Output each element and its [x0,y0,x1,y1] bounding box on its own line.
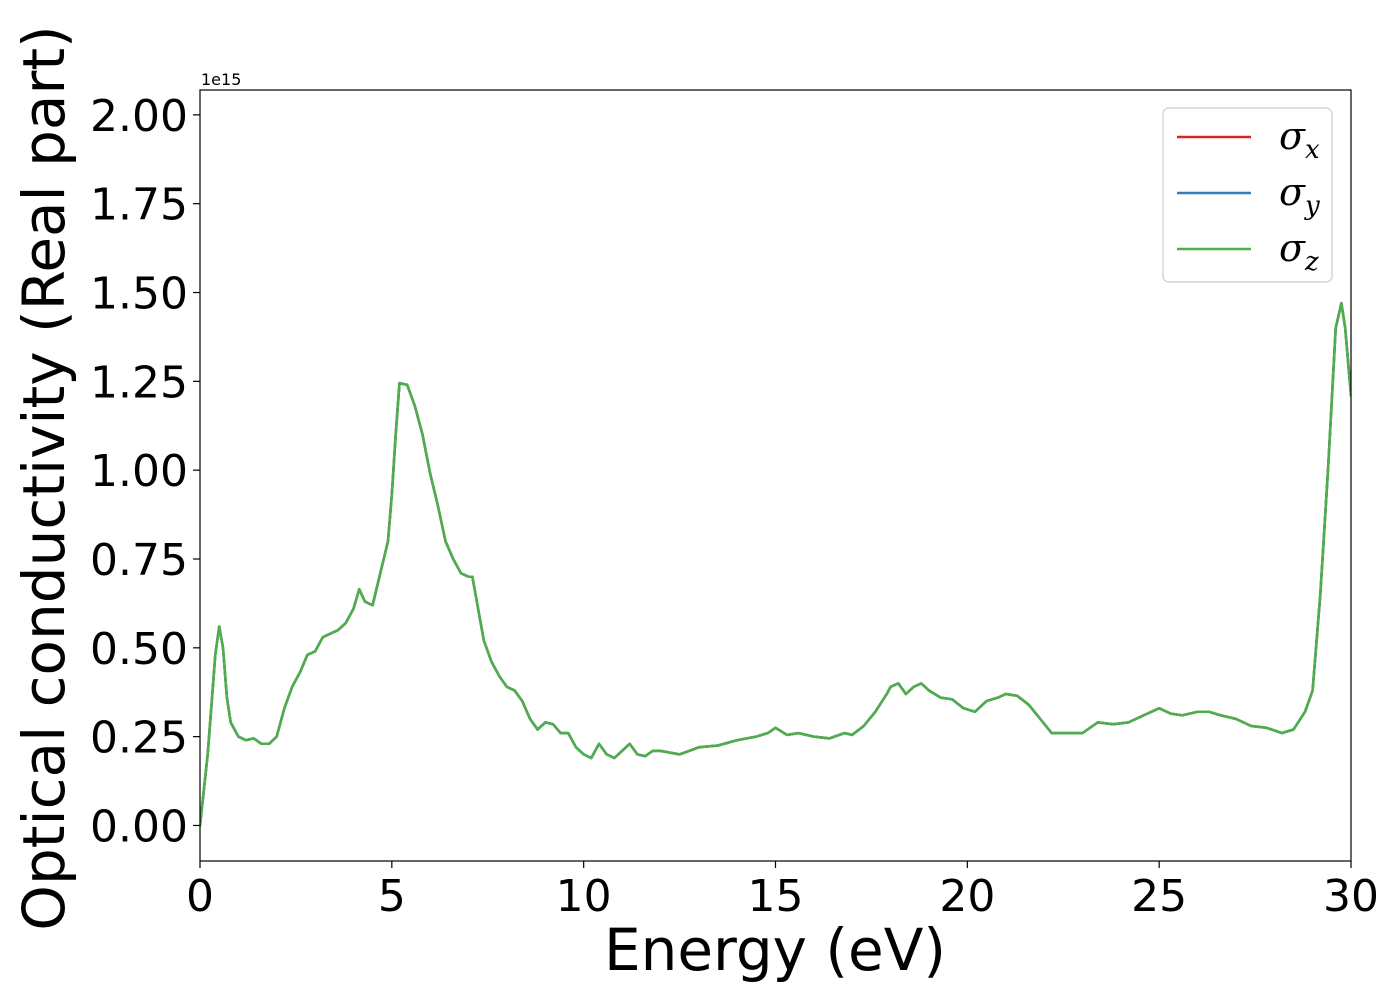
y-tick-label: 1.50 [90,269,188,320]
y-axis: 0.00 0.25 0.50 0.75 1.00 1.25 1.50 1.75 2.00 [90,91,200,852]
legend-box [1162,107,1333,283]
x-tick-label: 30 [1323,871,1379,922]
x-tick-label: 20 [939,871,995,922]
y-tick-label: 1.75 [90,180,188,231]
y-tick-label: 0.50 [90,624,188,675]
legend-label-y: σy [1279,170,1320,221]
y-offset-label: 1e15 [201,70,241,89]
legend-label-z: σz [1279,226,1319,277]
x-tick-label: 25 [1131,871,1187,922]
series-group [200,301,1351,827]
legend-label-x: σx [1279,114,1320,165]
series-line-z [200,301,1351,827]
y-tick-label: 0.00 [90,801,188,852]
x-tick-label: 15 [748,871,804,922]
y-tick-label: 1.25 [90,357,188,408]
x-tick-label: 5 [378,871,406,922]
y-tick-label: 2.00 [90,91,188,142]
y-tick-label: 0.75 [90,535,188,586]
series-line-x [200,301,1351,827]
x-tick-label: 0 [186,871,214,922]
y-tick-label: 1.00 [90,446,188,497]
y-axis-title: Optical conductivity (Real part) [10,25,78,930]
x-axis-title: Energy (eV) [604,916,946,984]
y-tick-label: 0.25 [90,713,188,764]
x-tick-label: 10 [556,871,612,922]
x-axis: 0 5 10 15 20 25 30 [186,861,1379,922]
series-line-y [200,301,1351,827]
